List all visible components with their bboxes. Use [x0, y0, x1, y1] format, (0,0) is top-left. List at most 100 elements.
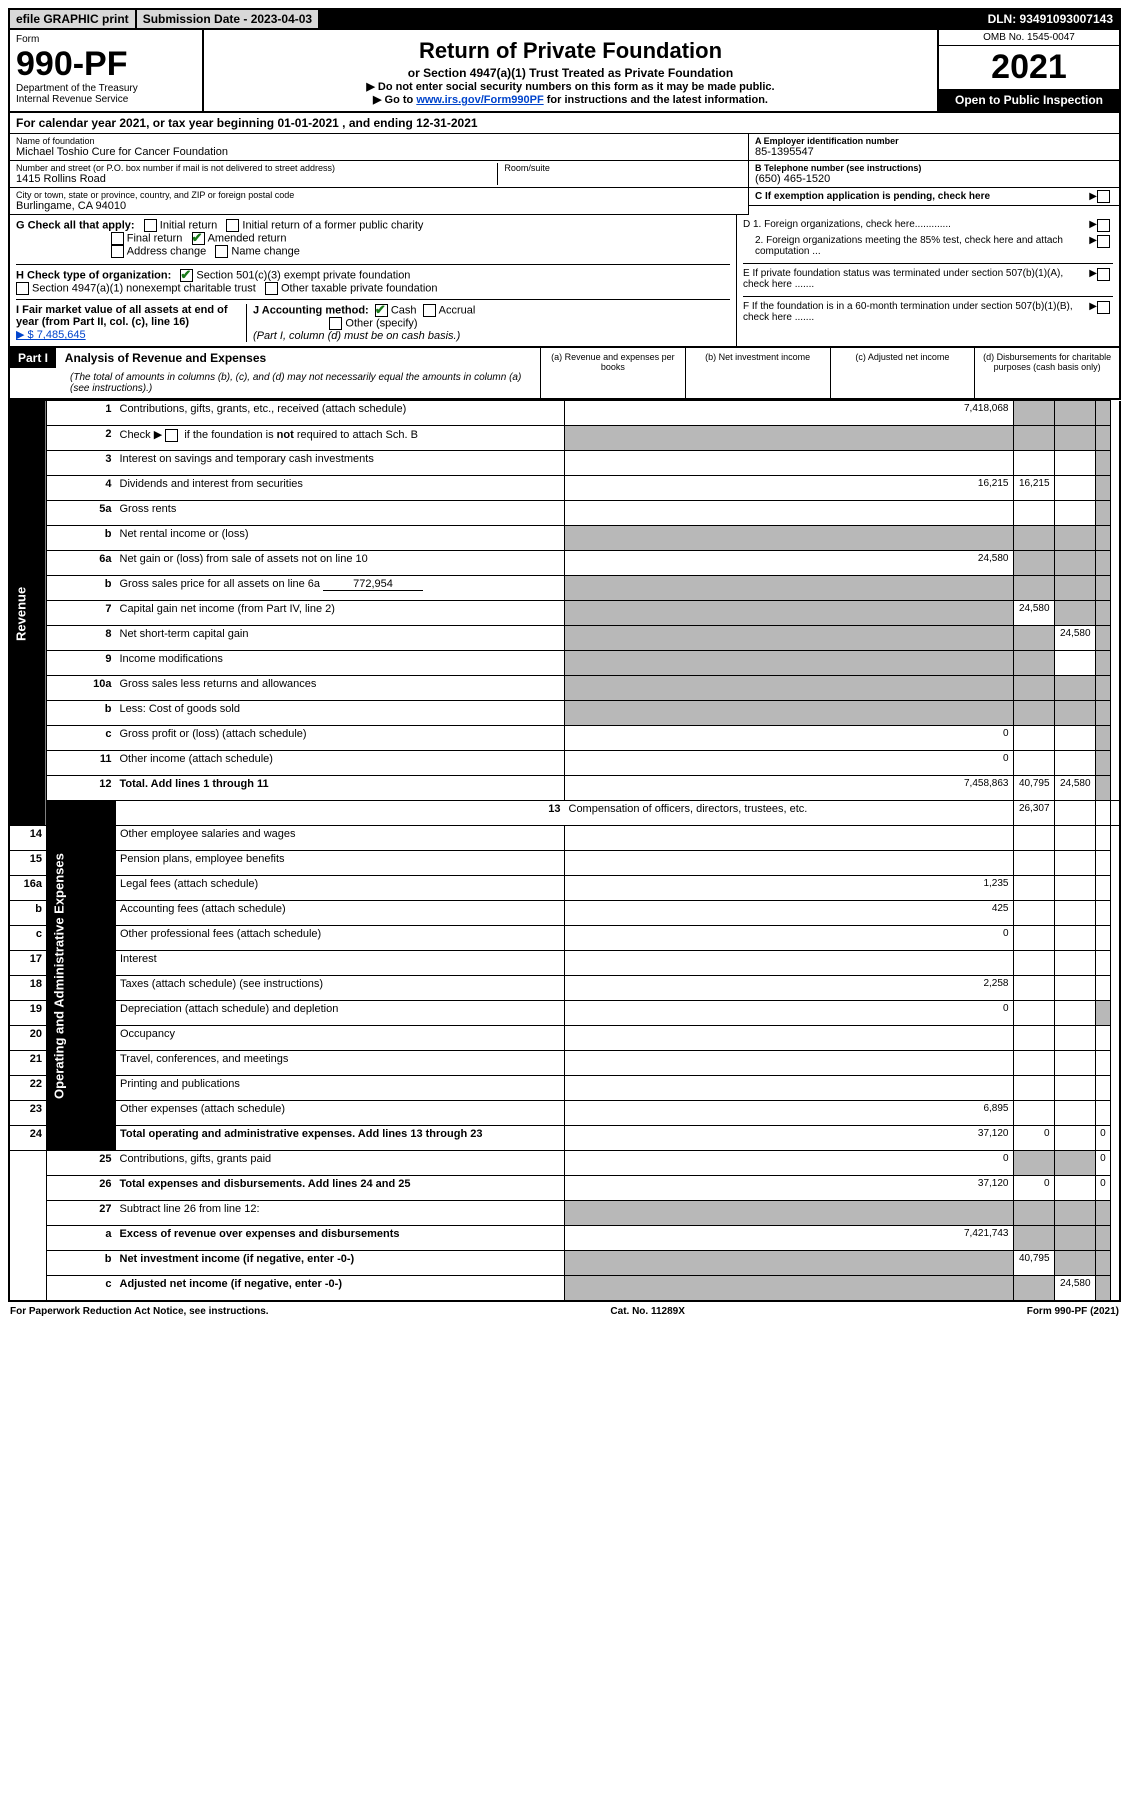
- col-a-header: (a) Revenue and expenses per books: [540, 348, 685, 398]
- accrual-checkbox[interactable]: [423, 304, 436, 317]
- table-row: 12Total. Add lines 1 through 117,458,863…: [9, 776, 1120, 801]
- g-label: G Check all that apply:: [16, 219, 135, 231]
- ein-value: 85-1395547: [755, 146, 1113, 158]
- table-row: 19Depreciation (attach schedule) and dep…: [9, 1001, 1120, 1026]
- top-bar: efile GRAPHIC print Submission Date - 20…: [8, 8, 1121, 30]
- table-row: 9Income modifications: [9, 651, 1120, 676]
- col-d-header: (d) Disbursements for charitable purpose…: [974, 348, 1119, 398]
- table-row: bNet rental income or (loss): [9, 526, 1120, 551]
- col-c-header: (c) Adjusted net income: [830, 348, 975, 398]
- table-row: cOther professional fees (attach schedul…: [9, 926, 1120, 951]
- table-row: bNet investment income (if negative, ent…: [9, 1251, 1120, 1276]
- table-row: cGross profit or (loss) (attach schedule…: [9, 726, 1120, 751]
- addr-change-checkbox[interactable]: [111, 245, 124, 258]
- table-row: bAccounting fees (attach schedule)425: [9, 901, 1120, 926]
- h-label: H Check type of organization:: [16, 269, 171, 281]
- header-mid: Return of Private Foundation or Section …: [204, 30, 937, 111]
- table-row: cAdjusted net income (if negative, enter…: [9, 1276, 1120, 1302]
- footer-left: For Paperwork Reduction Act Notice, see …: [10, 1306, 269, 1317]
- table-row: Revenue 1Contributions, gifts, grants, e…: [9, 401, 1120, 426]
- revenue-side-label: Revenue: [9, 401, 47, 826]
- table-row: bGross sales price for all assets on lin…: [9, 576, 1120, 601]
- table-row: 8Net short-term capital gain24,580: [9, 626, 1120, 651]
- addr-label: Number and street (or P.O. box number if…: [16, 163, 491, 173]
- check-section: G Check all that apply: Initial return I…: [8, 215, 1121, 348]
- page-footer: For Paperwork Reduction Act Notice, see …: [8, 1302, 1121, 1321]
- d1-checkbox[interactable]: [1097, 219, 1110, 232]
- fmv-value[interactable]: ▶ $ 7,485,645: [16, 329, 86, 341]
- table-row: 26Total expenses and disbursements. Add …: [9, 1176, 1120, 1201]
- note-2: ▶ Go to www.irs.gov/Form990PF for instru…: [210, 93, 931, 106]
- table-row: 6aNet gain or (loss) from sale of assets…: [9, 551, 1120, 576]
- amended-return-checkbox[interactable]: [192, 232, 205, 245]
- phone-value: (650) 465-1520: [755, 173, 1113, 185]
- i-label: I Fair market value of all assets at end…: [16, 304, 228, 328]
- foundation-name: Michael Toshio Cure for Cancer Foundatio…: [16, 146, 742, 158]
- table-row: 3Interest on savings and temporary cash …: [9, 451, 1120, 476]
- final-return-checkbox[interactable]: [111, 232, 124, 245]
- table-row: 17Interest: [9, 951, 1120, 976]
- form-header: Form 990-PF Department of the Treasury I…: [8, 30, 1121, 113]
- table-row: 5aGross rents: [9, 501, 1120, 526]
- note-1: ▶ Do not enter social security numbers o…: [210, 80, 931, 93]
- table-row: 16aLegal fees (attach schedule)1,235: [9, 876, 1120, 901]
- form-label: Form: [16, 34, 196, 45]
- form-number: 990-PF: [16, 47, 196, 81]
- table-row: 20Occupancy: [9, 1026, 1120, 1051]
- ein-label: A Employer identification number: [755, 136, 1113, 146]
- table-row: 14Other employee salaries and wages: [9, 826, 1120, 851]
- table-row: 21Travel, conferences, and meetings: [9, 1051, 1120, 1076]
- footer-mid: Cat. No. 11289X: [610, 1306, 684, 1317]
- part1-header: Part I Analysis of Revenue and Expenses …: [8, 348, 1121, 400]
- table-row: 24Total operating and administrative exp…: [9, 1126, 1120, 1151]
- table-row: 10aGross sales less returns and allowanc…: [9, 676, 1120, 701]
- h1-checkbox[interactable]: [180, 269, 193, 282]
- table-row: Operating and Administrative Expenses 13…: [9, 801, 1120, 826]
- e-checkbox[interactable]: [1097, 268, 1110, 281]
- open-public-badge: Open to Public Inspection: [939, 89, 1119, 111]
- table-row: 27Subtract line 26 from line 12:: [9, 1201, 1120, 1226]
- street-address: 1415 Rollins Road: [16, 173, 491, 185]
- c-label: C If exemption application is pending, c…: [755, 191, 1089, 202]
- table-row: 22Printing and publications: [9, 1076, 1120, 1101]
- tax-year: 2021: [939, 46, 1119, 89]
- dept-1: Department of the Treasury: [16, 83, 196, 94]
- room-label: Room/suite: [504, 163, 742, 173]
- table-row: 23Other expenses (attach schedule)6,895: [9, 1101, 1120, 1126]
- part1-title: Analysis of Revenue and Expenses: [59, 351, 266, 365]
- entity-info: Name of foundation Michael Toshio Cure f…: [8, 134, 1121, 215]
- d2-checkbox[interactable]: [1097, 235, 1110, 248]
- c-checkbox[interactable]: [1097, 190, 1110, 203]
- table-row: bLess: Cost of goods sold: [9, 701, 1120, 726]
- other-method-checkbox[interactable]: [329, 317, 342, 330]
- cash-checkbox[interactable]: [375, 304, 388, 317]
- j-note: (Part I, column (d) must be on cash basi…: [253, 330, 460, 342]
- dln: DLN: 93491093007143: [982, 10, 1119, 28]
- j-label: J Accounting method:: [253, 304, 369, 316]
- phone-label: B Telephone number (see instructions): [755, 163, 1113, 173]
- table-row: 25Contributions, gifts, grants paid00: [9, 1151, 1120, 1176]
- h2-checkbox[interactable]: [16, 282, 29, 295]
- f-checkbox[interactable]: [1097, 301, 1110, 314]
- table-row: 2Check ▶ if the foundation is not requir…: [9, 426, 1120, 451]
- col-b-header: (b) Net investment income: [685, 348, 830, 398]
- header-right: OMB No. 1545-0047 2021 Open to Public In…: [937, 30, 1119, 111]
- table-row: 7Capital gain net income (from Part IV, …: [9, 601, 1120, 626]
- table-row: aExcess of revenue over expenses and dis…: [9, 1226, 1120, 1251]
- part1-table: Revenue 1Contributions, gifts, grants, e…: [8, 400, 1121, 1302]
- efile-label[interactable]: efile GRAPHIC print: [10, 10, 135, 28]
- schb-checkbox[interactable]: [165, 429, 178, 442]
- header-left: Form 990-PF Department of the Treasury I…: [10, 30, 204, 111]
- initial-return-checkbox[interactable]: [144, 219, 157, 232]
- part1-label: Part I: [10, 348, 56, 368]
- name-label: Name of foundation: [16, 136, 742, 146]
- form-title: Return of Private Foundation: [210, 38, 931, 64]
- dept-2: Internal Revenue Service: [16, 94, 196, 105]
- h3-checkbox[interactable]: [265, 282, 278, 295]
- name-change-checkbox[interactable]: [215, 245, 228, 258]
- table-row: 11Other income (attach schedule)0: [9, 751, 1120, 776]
- initial-former-checkbox[interactable]: [226, 219, 239, 232]
- city-label: City or town, state or province, country…: [16, 190, 742, 200]
- instructions-link[interactable]: www.irs.gov/Form990PF: [416, 94, 543, 106]
- table-row: 18Taxes (attach schedule) (see instructi…: [9, 976, 1120, 1001]
